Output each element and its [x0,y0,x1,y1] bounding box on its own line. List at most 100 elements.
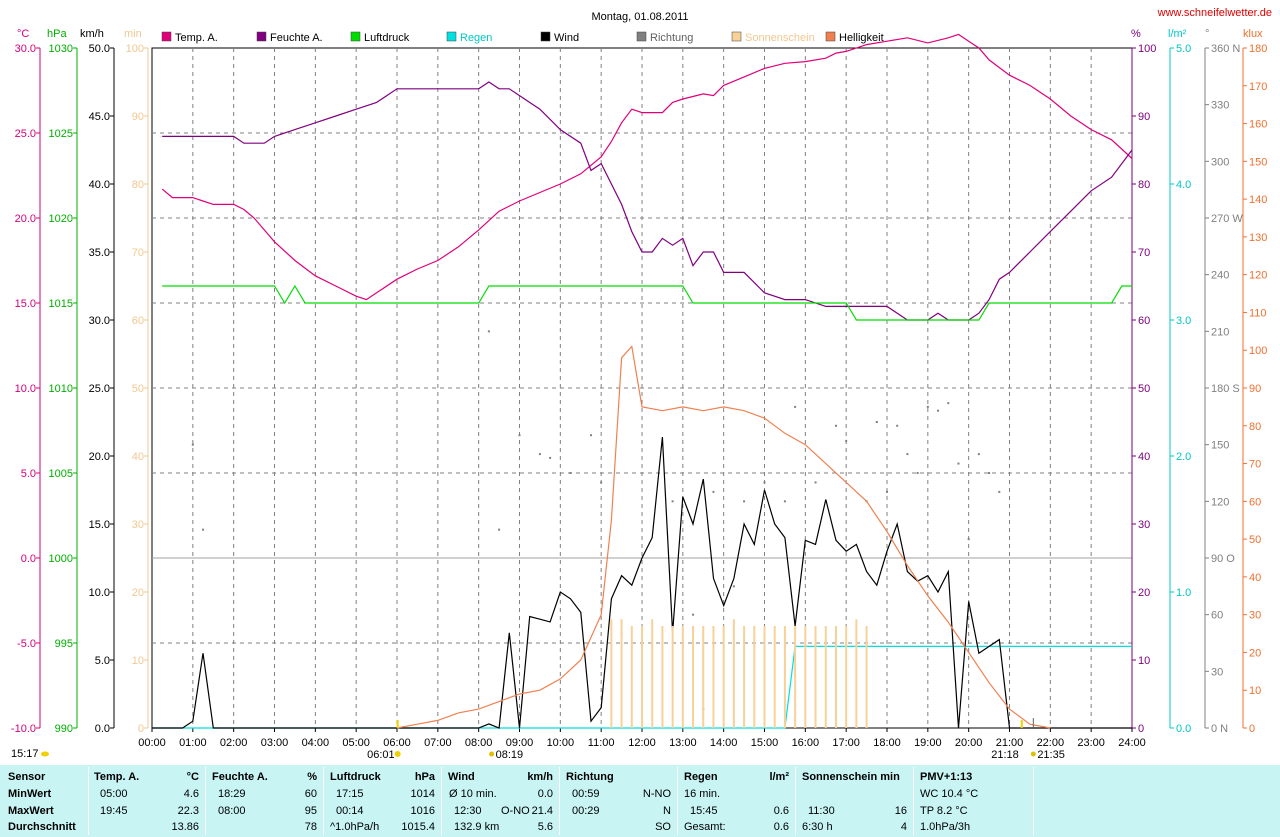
x-tick-label: 01:00 [179,737,207,749]
wind-header: Wind [448,771,475,783]
rain-duration: 16 min. [684,788,721,800]
pressure-3h-trend: 1.0hPa/3h [920,821,971,833]
sun-axis-tick-label: 100 [126,43,144,55]
pressure-axis-tick-label: 1025 [49,128,73,140]
direction-point [957,462,960,465]
pressure-min-value: 1014 [410,788,435,800]
humidity-axis-tick-label: 90 [1138,111,1150,123]
direction-point [794,405,797,408]
direction-point [834,424,837,427]
pressure-axis-tick-label: 1030 [49,43,73,55]
x-axis: 00:00 01:00 02:00 03:00 04:00 05:00 06:00 07:00… [138,728,1146,749]
rain-axis-tick-label: 2.0 [1176,451,1191,463]
wind-axis-tick-label: 40.0 [89,179,110,191]
direction-point [487,330,490,333]
x-tick-label: 00:00 [138,737,166,749]
x-tick-label: 16:00 [792,737,820,749]
brightness-axis-tick-label: 120 [1249,270,1267,282]
temp-axis-tick-label: 20.0 [15,213,36,225]
brightness-axis-tick-label: 130 [1249,232,1267,244]
civil-dawn-icon [489,751,495,757]
legend-label: Luftdruck [364,32,410,44]
pressure-header: Luftdruck [330,771,381,783]
rain-max-value: 0.6 [773,805,789,817]
direction-axis-tick-label: 270 W [1211,213,1243,225]
sensor-header: Sensor [8,771,46,783]
legend-item: Helligkeit [825,31,884,44]
humidity-axis-unit: % [1131,28,1141,40]
sun-axis-tick-label: 80 [132,179,144,191]
wind-line [152,436,1132,729]
sun-axis-tick-label: 30 [132,519,144,531]
direction-point [783,500,786,503]
direction-point [906,453,909,456]
x-tick-label: 13:00 [669,737,697,749]
dewpoint-value: TP 8.2 °C [920,805,968,817]
temp-unit: °C [186,771,199,783]
direction-point [896,424,899,427]
brightness-axis-tick-label: 30 [1249,610,1261,622]
brightness-axis-unit: klux [1243,28,1263,40]
temp-min-value: 4.6 [183,788,199,800]
direction-axis-tick-label: 90 O [1211,553,1235,565]
helligkeit-line [396,345,1051,729]
pressure-axis-tick-label: 1000 [49,553,73,565]
stats-panel: Sensor MinWert MaxWert Durchschnitt Temp… [0,765,1280,837]
rain-unit: l/m² [769,771,789,783]
legend-label: Regen [460,32,492,44]
temp-axis-tick-label: 15.0 [15,298,36,310]
sun-axis-tick-label: 70 [132,247,144,259]
temp-avg-value: 13.86 [171,821,199,833]
x-tick-label: 08:00 [465,737,493,749]
direction-axis-tick-label: 120 [1211,496,1229,508]
wind-min-time: Ø 10 min. [449,788,497,800]
legend-label: Richtung [650,32,693,44]
legend-swatch [731,31,742,42]
pressure-axis-unit: hPa [47,28,67,40]
sunshine-total: 6:30 h [802,821,833,833]
direction-point [732,585,735,588]
humidity-axis-tick-label: 30 [1138,519,1150,531]
temp-axis-unit: °C [17,28,29,40]
legend-item: Sonnenschein [731,31,815,44]
min-row-label: MinWert [8,788,52,800]
direction-avg-value: SO [655,821,671,833]
wind-unit: km/h [527,771,553,783]
x-tick-label: 14:00 [710,737,738,749]
sun-axis-tick-label: 60 [132,315,144,327]
x-tick-label: 18:00 [873,737,901,749]
humidity-axis-tick-label: 40 [1138,451,1150,463]
direction-point [845,439,848,442]
legend-label: Temp. A. [175,32,218,44]
temp-axis-tick-label: -5.0 [17,638,36,650]
humidity-axis-tick-label: 10 [1138,655,1150,667]
wind-distance: 132.9 km [454,821,500,833]
website-link[interactable]: www.schneifelwetter.de [1157,7,1272,19]
brightness-axis-tick-label: 80 [1249,421,1261,433]
wind-axis-tick-label: 30.0 [89,315,110,327]
x-tick-label: 21:00 [996,737,1024,749]
legend-swatch [540,31,551,42]
sun-axis-tick-label: 10 [132,655,144,667]
humidity-unit: % [307,771,317,783]
direction-point [977,453,980,456]
sunrise-label: 06:01 [367,749,395,761]
wind-max-value: 21.4 [531,805,553,817]
luftdruck-line [162,284,1132,321]
pmv-header: PMV+1:13 [920,771,973,783]
current-time-label: 15:17 [11,748,39,760]
direction-point [569,472,572,474]
pmv-column: PMV+1:13 WC 10.4 °C TP 8.2 °C 1.0hPa/3h [913,765,1033,837]
chart-title: Montag, 01.08.2011 [591,11,688,23]
pressure-column: Luftdruck hPa 17:15 1014 00:14 1016 ^1.0… [323,765,441,837]
x-tick-label: 17:00 [832,737,860,749]
wind-axis-tick-label: 10.0 [89,587,110,599]
civil-dusk-icon [1030,751,1036,757]
x-tick-label: 04:00 [302,737,330,749]
x-tick-label: 03:00 [261,737,289,749]
sun-axis-tick-label: 20 [132,587,144,599]
x-tick-label: 06:00 [383,737,411,749]
rain-max-time: 15:45 [690,805,718,817]
x-tick-label: 23:00 [1077,737,1105,749]
rain-column: Regen l/m² 16 min. 15:45 0.6 Gesamt: 0.6 [677,765,795,837]
